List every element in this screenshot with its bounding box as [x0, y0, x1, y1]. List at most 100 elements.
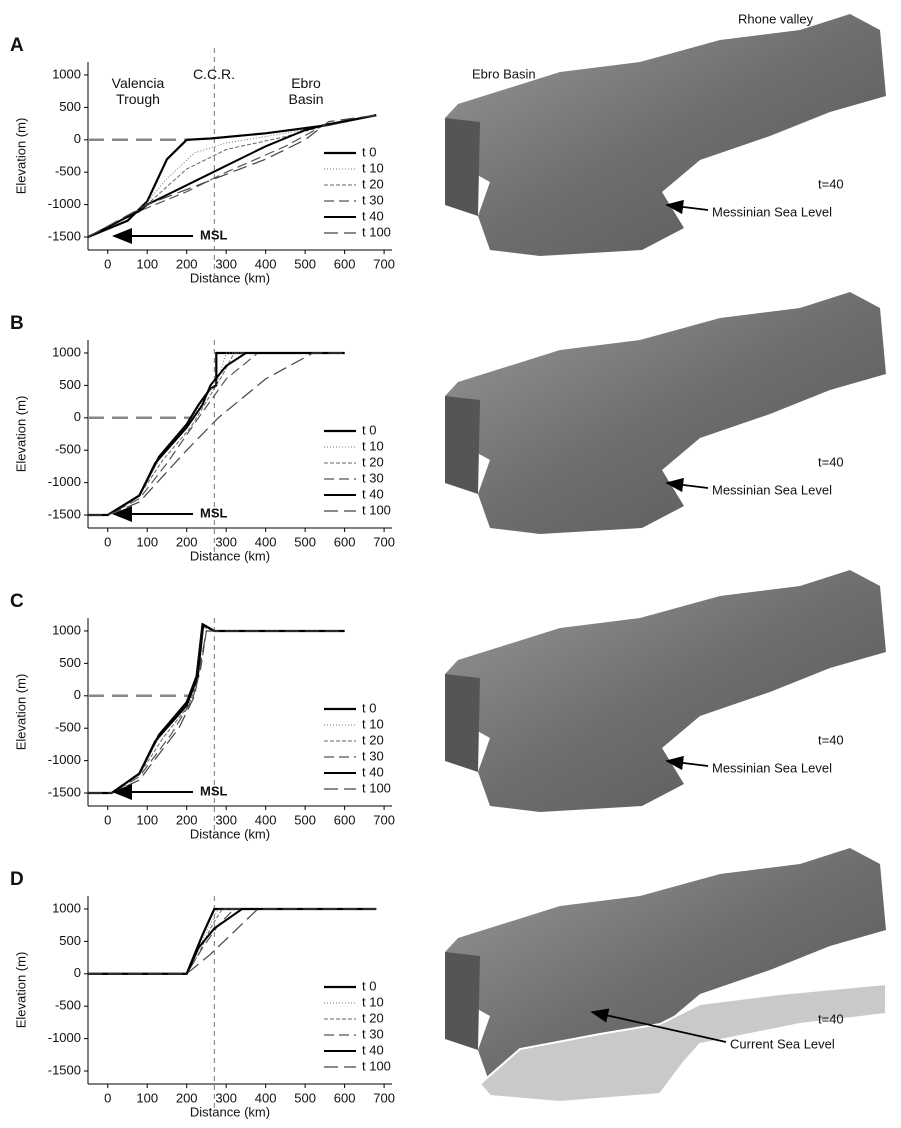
x-tick-label: 400 — [255, 256, 277, 271]
annotation: Valencia Trough — [111, 75, 165, 107]
x-tick-label: 700 — [373, 1090, 395, 1105]
legend-label: t 20 — [362, 176, 384, 191]
y-tick-label: -1500 — [48, 228, 81, 243]
pointer-arrow — [665, 477, 709, 493]
x-tick-label: 0 — [104, 1090, 111, 1105]
y-axis-title: Elevation (m) — [13, 118, 28, 195]
y-tick-label: -500 — [55, 998, 81, 1013]
y-axis-title: Elevation (m) — [13, 952, 28, 1029]
x-tick-label: 500 — [294, 812, 316, 827]
terrain-side — [445, 396, 480, 494]
annotation: Ebro Basin — [288, 75, 324, 107]
legend-label: t 40 — [362, 764, 384, 779]
x-tick-label: 0 — [104, 256, 111, 271]
sea-level-label: Messinian Sea Level — [712, 204, 832, 219]
terrain — [445, 14, 886, 256]
x-tick-label: 100 — [136, 256, 158, 271]
series-line — [88, 352, 345, 516]
y-tick-label: -1000 — [48, 1030, 81, 1045]
x-tick-label: 600 — [334, 1090, 356, 1105]
y-tick-label: -1000 — [48, 474, 81, 489]
image-label: Ebro Basin — [472, 66, 536, 81]
x-tick-label: 400 — [255, 534, 277, 549]
series-line — [87, 114, 377, 238]
x-axis-title: Distance (km) — [190, 548, 270, 563]
y-tick-label: 1000 — [52, 66, 81, 81]
time-label: t=40 — [818, 732, 844, 747]
legend-label: t 30 — [362, 192, 384, 207]
y-tick-label: 1000 — [52, 622, 81, 637]
legend-label: t 100 — [362, 502, 391, 517]
y-tick-label: 1000 — [52, 344, 81, 359]
x-axis-title: Distance (km) — [190, 826, 270, 841]
terrain-side — [445, 952, 480, 1050]
legend-label: t 30 — [362, 470, 384, 485]
terrain — [445, 292, 886, 534]
panel-label: C — [10, 591, 24, 612]
legend-label: t 100 — [362, 780, 391, 795]
terrain-render — [445, 14, 886, 256]
x-tick-label: 300 — [215, 534, 237, 549]
series-line — [88, 352, 345, 516]
series-line — [87, 114, 377, 238]
series-line — [88, 908, 377, 975]
pointer-arrow — [665, 755, 709, 771]
sea-area — [478, 982, 887, 1104]
series-line — [87, 114, 377, 238]
x-axis-title: Distance (km) — [190, 270, 270, 285]
terrain-side — [445, 118, 480, 216]
legend-label: t 40 — [362, 486, 384, 501]
x-tick-label: 300 — [215, 256, 237, 271]
series-line — [87, 114, 377, 239]
pointer-arrow — [590, 1008, 727, 1043]
series-line — [88, 908, 377, 975]
legend-label: t 10 — [362, 438, 384, 453]
terrain-side — [445, 674, 480, 772]
legend-label: t 40 — [362, 1042, 384, 1057]
legend-label: t 0 — [362, 144, 376, 159]
legend-label: t 0 — [362, 422, 376, 437]
x-tick-label: 700 — [373, 534, 395, 549]
legend-label: t 0 — [362, 700, 376, 715]
time-label: t=40 — [818, 1011, 844, 1026]
x-tick-label: 700 — [373, 812, 395, 827]
series-line — [88, 622, 345, 794]
y-tick-label: -1000 — [48, 752, 81, 767]
series-line — [87, 114, 377, 238]
x-tick-label: 0 — [104, 534, 111, 549]
x-tick-label: 0 — [104, 812, 111, 827]
series-line — [87, 114, 377, 238]
legend-label: t 10 — [362, 716, 384, 731]
series-line — [88, 352, 345, 516]
x-tick-label: 100 — [136, 534, 158, 549]
x-tick-label: 600 — [334, 534, 356, 549]
legend-label: t 20 — [362, 1010, 384, 1025]
panel-label: A — [10, 35, 24, 56]
x-tick-label: 600 — [334, 256, 356, 271]
x-tick-label: 200 — [176, 1090, 198, 1105]
legend-label: t 100 — [362, 1058, 391, 1073]
y-tick-label: 500 — [59, 933, 81, 948]
annotation: C.C.R. — [193, 66, 235, 82]
sea-level-label: Messinian Sea Level — [712, 760, 832, 775]
x-tick-label: 300 — [215, 812, 237, 827]
y-tick-label: -1500 — [48, 784, 81, 799]
terrain-render — [445, 570, 886, 812]
legend-label: t 10 — [362, 994, 384, 1009]
image-label: Rhone valley — [738, 11, 814, 26]
series-line — [88, 908, 377, 975]
pointer-arrow — [665, 199, 709, 215]
legend-label: t 20 — [362, 732, 384, 747]
y-tick-label: 0 — [74, 965, 81, 980]
legend-label: t 10 — [362, 160, 384, 175]
series-line — [88, 908, 377, 975]
y-tick-label: 500 — [59, 377, 81, 392]
y-tick-label: -1500 — [48, 1062, 81, 1077]
terrain-render — [445, 292, 886, 534]
x-tick-label: 500 — [294, 1090, 316, 1105]
msl-label: MSL — [200, 505, 228, 520]
time-label: t=40 — [818, 454, 844, 469]
series-line — [88, 908, 377, 975]
x-tick-label: 700 — [373, 256, 395, 271]
